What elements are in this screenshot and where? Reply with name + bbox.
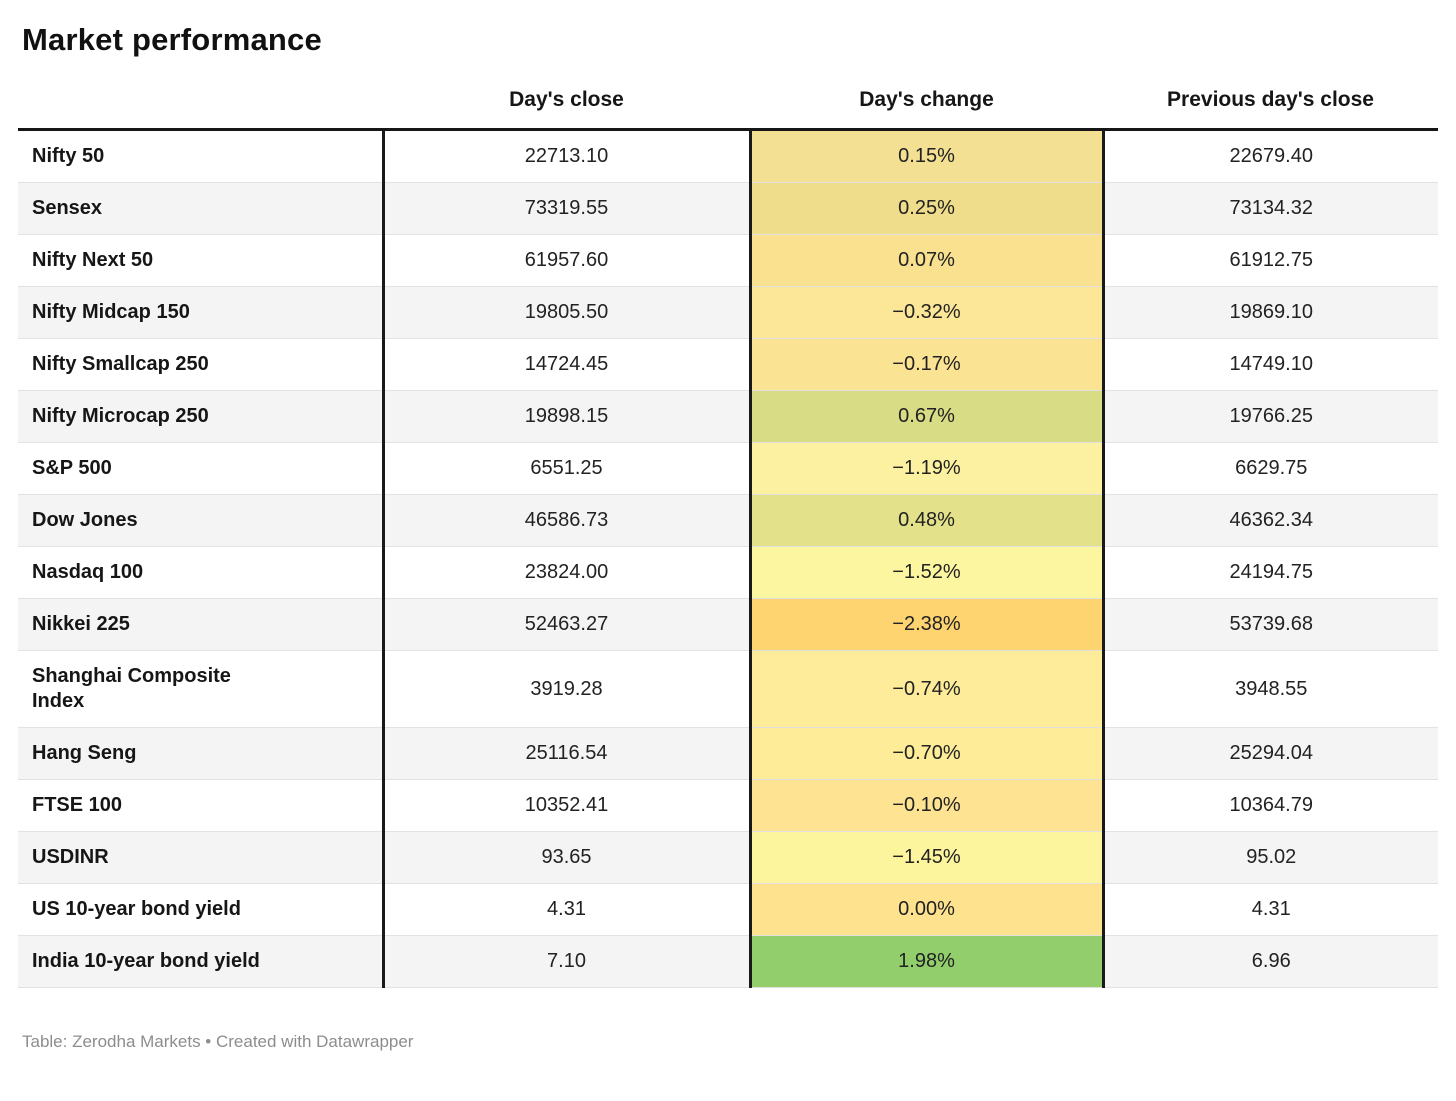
row-label: Nikkei 225 (18, 598, 385, 651)
cell-days-change: −1.19% (748, 442, 1105, 495)
cell-days-close: 19898.15 (383, 390, 750, 443)
cell-days-change: −2.38% (748, 598, 1105, 651)
cell-previous-close: 95.02 (1103, 831, 1438, 884)
cell-previous-close: 73134.32 (1103, 182, 1438, 235)
row-label: Nasdaq 100 (18, 546, 385, 599)
row-label: Hang Seng (18, 727, 385, 780)
table-row: FTSE 100 10352.41 −0.10% 10364.79 (18, 779, 1438, 832)
cell-days-close: 73319.55 (383, 182, 750, 235)
cell-previous-close: 3948.55 (1103, 650, 1438, 728)
row-label: Nifty Next 50 (18, 234, 385, 287)
cell-days-change: −0.10% (748, 779, 1105, 832)
table-row: Nifty Next 50 61957.60 0.07% 61912.75 (18, 234, 1438, 287)
cell-days-change: −1.45% (748, 831, 1105, 884)
row-label: India 10-year bond yield (18, 935, 385, 988)
row-label: USDINR (18, 831, 385, 884)
cell-days-change: 0.48% (748, 494, 1105, 547)
table-row: Hang Seng 25116.54 −0.70% 25294.04 (18, 727, 1438, 780)
row-label: Shanghai Composite Index (18, 650, 385, 728)
cell-days-close: 61957.60 (383, 234, 750, 287)
cell-days-change: 0.25% (748, 182, 1105, 235)
cell-days-close: 7.10 (383, 935, 750, 988)
page: Market performance Day's close Day's cha… (18, 22, 1438, 1051)
cell-days-change: 0.00% (748, 883, 1105, 936)
row-label: FTSE 100 (18, 779, 385, 832)
table-row: Shanghai Composite Index 3919.28 −0.74% … (18, 650, 1438, 728)
table-row: Nikkei 225 52463.27 −2.38% 53739.68 (18, 598, 1438, 651)
column-header-index-name (18, 74, 383, 131)
cell-days-change: 0.15% (748, 129, 1105, 183)
table-row: Dow Jones 46586.73 0.48% 46362.34 (18, 494, 1438, 547)
cell-days-close: 52463.27 (383, 598, 750, 651)
column-header-days-change: Day's change (750, 74, 1103, 131)
cell-days-change: −0.74% (748, 650, 1105, 728)
column-header-days-close: Day's close (383, 74, 750, 131)
cell-previous-close: 19766.25 (1103, 390, 1438, 443)
row-label: US 10-year bond yield (18, 883, 385, 936)
table-row: Nasdaq 100 23824.00 −1.52% 24194.75 (18, 546, 1438, 599)
row-label: Nifty Smallcap 250 (18, 338, 385, 391)
cell-days-close: 10352.41 (383, 779, 750, 832)
cell-days-change: 0.07% (748, 234, 1105, 287)
cell-days-change: −0.70% (748, 727, 1105, 780)
table-row: Nifty 50 22713.10 0.15% 22679.40 (18, 129, 1438, 183)
table-row: India 10-year bond yield 7.10 1.98% 6.96 (18, 935, 1438, 988)
cell-days-change: 0.67% (748, 390, 1105, 443)
cell-previous-close: 25294.04 (1103, 727, 1438, 780)
cell-previous-close: 4.31 (1103, 883, 1438, 936)
cell-days-close: 3919.28 (383, 650, 750, 728)
table-row: Nifty Midcap 150 19805.50 −0.32% 19869.1… (18, 286, 1438, 339)
table-row: Nifty Microcap 250 19898.15 0.67% 19766.… (18, 390, 1438, 443)
table-row: Nifty Smallcap 250 14724.45 −0.17% 14749… (18, 338, 1438, 391)
cell-previous-close: 22679.40 (1103, 129, 1438, 183)
market-performance-table: Day's close Day's change Previous day's … (18, 74, 1438, 988)
cell-previous-close: 53739.68 (1103, 598, 1438, 651)
cell-days-change: 1.98% (748, 935, 1105, 988)
cell-previous-close: 24194.75 (1103, 546, 1438, 599)
cell-days-change: −0.17% (748, 338, 1105, 391)
cell-previous-close: 61912.75 (1103, 234, 1438, 287)
page-title: Market performance (22, 22, 322, 57)
cell-days-close: 19805.50 (383, 286, 750, 339)
column-header-previous-close: Previous day's close (1103, 74, 1438, 131)
cell-days-close: 23824.00 (383, 546, 750, 599)
cell-previous-close: 14749.10 (1103, 338, 1438, 391)
row-label: Sensex (18, 182, 385, 235)
cell-days-close: 6551.25 (383, 442, 750, 495)
cell-previous-close: 46362.34 (1103, 494, 1438, 547)
cell-days-close: 14724.45 (383, 338, 750, 391)
row-label: Nifty 50 (18, 129, 385, 183)
cell-days-close: 25116.54 (383, 727, 750, 780)
cell-previous-close: 10364.79 (1103, 779, 1438, 832)
table-row: Sensex 73319.55 0.25% 73134.32 (18, 182, 1438, 235)
cell-days-close: 22713.10 (383, 129, 750, 183)
cell-days-close: 93.65 (383, 831, 750, 884)
table-row: S&P 500 6551.25 −1.19% 6629.75 (18, 442, 1438, 495)
row-label: S&P 500 (18, 442, 385, 495)
row-label: Nifty Microcap 250 (18, 390, 385, 443)
footer-credit: Table: Zerodha Markets • Created with Da… (22, 1032, 414, 1051)
cell-days-change: −1.52% (748, 546, 1105, 599)
table-row: USDINR 93.65 −1.45% 95.02 (18, 831, 1438, 884)
row-label: Dow Jones (18, 494, 385, 547)
cell-days-change: −0.32% (748, 286, 1105, 339)
table-row: US 10-year bond yield 4.31 0.00% 4.31 (18, 883, 1438, 936)
cell-days-close: 4.31 (383, 883, 750, 936)
cell-days-close: 46586.73 (383, 494, 750, 547)
cell-previous-close: 19869.10 (1103, 286, 1438, 339)
row-label: Nifty Midcap 150 (18, 286, 385, 339)
header-row: Day's close Day's change Previous day's … (18, 74, 1438, 131)
cell-previous-close: 6629.75 (1103, 442, 1438, 495)
cell-previous-close: 6.96 (1103, 935, 1438, 988)
